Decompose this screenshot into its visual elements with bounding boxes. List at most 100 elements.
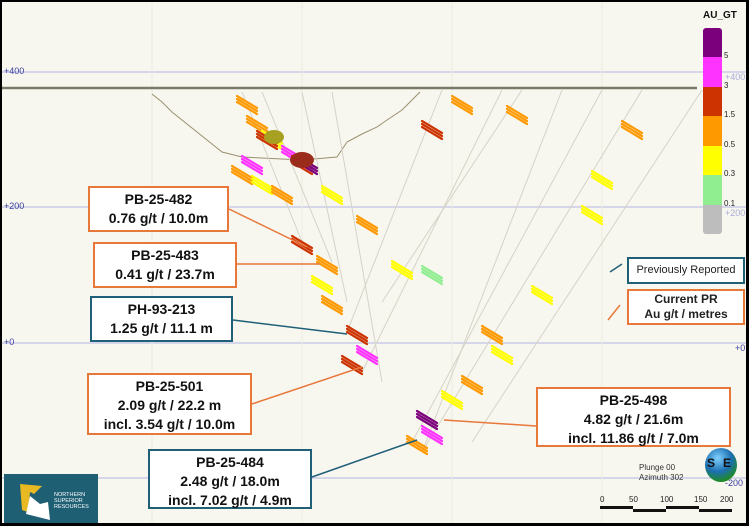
legend-break-label: 3 — [724, 80, 729, 90]
intercept-segment — [460, 374, 484, 390]
callout-grade: 2.09 g/t / 22.2 m — [117, 397, 222, 413]
intercept-segment — [390, 262, 414, 278]
callout-leader-line — [311, 439, 418, 478]
intercept-segment — [620, 119, 644, 135]
grade-intercept — [480, 324, 504, 346]
intercept-segment — [310, 280, 334, 296]
callout-leader-line — [607, 304, 621, 321]
grade-intercept — [420, 264, 444, 286]
callout-hole-id: PH-93-213 — [127, 301, 196, 317]
intercept-segment — [340, 354, 364, 370]
scale-bar — [600, 506, 732, 512]
legend-swatch — [703, 57, 722, 87]
leader-lines — [228, 208, 623, 478]
intercept-segment — [420, 267, 444, 283]
callout-pb-25-501: PB-25-501 2.09 g/t / 22.2 m incl. 3.54 g… — [87, 373, 252, 435]
intercept-segment — [420, 125, 444, 141]
intercept-segment — [240, 157, 264, 173]
callout-pb-25-482: PB-25-482 0.76 g/t / 10.0m — [88, 186, 229, 232]
orientation-globe-icon[interactable]: S E — [705, 448, 737, 482]
intercept-segment — [460, 377, 484, 393]
drill-traces — [241, 89, 703, 453]
drill-trace — [421, 89, 563, 453]
intercept-segment — [415, 412, 439, 428]
drill-trace — [301, 91, 348, 303]
intercept-segment — [490, 350, 514, 366]
legend-break-label: 0.1 — [724, 198, 736, 208]
intercept-segment — [345, 324, 369, 340]
callout-grade: 1.25 g/t / 11.1 m — [110, 320, 213, 336]
callout-hole-id: PB-25-482 — [124, 191, 193, 207]
logo-text-line: SUPERIOR — [54, 498, 83, 504]
intercept-segment — [290, 240, 314, 256]
elevation-label-200: +200 — [4, 201, 25, 211]
grade-intercept — [235, 94, 259, 116]
drill-trace — [421, 89, 643, 453]
intercept-segment — [580, 204, 604, 220]
intercept-segment — [250, 177, 274, 193]
grade-intercept — [440, 389, 464, 411]
intercept-segment — [530, 284, 554, 300]
intercept-segment — [450, 97, 474, 113]
intercept-segment — [320, 190, 344, 206]
globe-east-label: E — [723, 456, 732, 470]
intercept-segment — [250, 180, 274, 196]
logo-text-line: NORTHERN — [54, 492, 86, 498]
scale-tick-label: 100 — [660, 495, 674, 504]
grade-intercept — [505, 104, 529, 126]
intercept-segment — [320, 297, 344, 313]
drill-trace — [361, 89, 503, 373]
intercept-disc — [290, 152, 314, 168]
intercept-segment — [390, 259, 414, 275]
intercepts — [230, 94, 644, 456]
globe-west-label: S — [707, 456, 716, 470]
intercept-segment — [355, 350, 379, 366]
intercept-segment — [230, 167, 254, 183]
elevation-label-200-right: +200 — [725, 208, 746, 218]
intercept-segment — [255, 135, 279, 151]
drill-trace — [411, 89, 603, 443]
intercept-segment — [355, 220, 379, 236]
intercept-segment — [580, 207, 604, 223]
intercept-segment — [590, 169, 614, 185]
intercept-segment — [530, 290, 554, 306]
legend-title: AU_GT — [703, 10, 737, 21]
intercept-disc — [264, 130, 284, 144]
intercept-segment — [355, 217, 379, 233]
intercept-segment — [580, 210, 604, 226]
drill-trace — [261, 91, 333, 263]
callout-leader-line — [609, 263, 623, 273]
pit-outline — [151, 91, 421, 161]
intercept-segment — [590, 172, 614, 188]
intercept-segment — [420, 427, 444, 443]
callout-hole-id: PB-25-484 — [196, 454, 264, 470]
intercept-segment — [480, 327, 504, 343]
intercept-segment — [415, 415, 439, 431]
legend-break-label: 1.5 — [724, 110, 736, 120]
elevation-label-minus200: -200 — [725, 478, 744, 488]
grade-intercept — [355, 344, 379, 366]
intercept-segment — [420, 424, 444, 440]
intercept-segment — [590, 175, 614, 191]
intercept-segment — [405, 434, 429, 450]
intercept-segment — [235, 94, 259, 110]
key-previously-reported: Previously Reported — [627, 257, 745, 284]
intercept-segment — [620, 125, 644, 141]
drill-trace — [471, 89, 703, 443]
intercept-segment — [450, 100, 474, 116]
grade-intercept — [270, 184, 294, 206]
intercept-segment — [480, 330, 504, 346]
grade-intercept — [345, 324, 369, 346]
callout-pb-25-484: PB-25-484 2.48 g/t / 18.0m incl. 7.02 g/… — [148, 449, 312, 509]
intercept-segment — [405, 440, 429, 456]
company-logo: NORTHERN SUPERIOR RESOURCES — [4, 474, 98, 523]
scale-tick-label: 50 — [629, 495, 638, 504]
legend-swatch — [703, 175, 722, 205]
grade-intercept — [320, 294, 344, 316]
grade-intercept — [230, 164, 254, 186]
intercept-segment — [440, 395, 464, 411]
intercept-segment — [505, 107, 529, 123]
callout-leader-line — [232, 319, 348, 335]
intercept-segment — [490, 347, 514, 363]
scale-tick-label: 150 — [694, 495, 708, 504]
